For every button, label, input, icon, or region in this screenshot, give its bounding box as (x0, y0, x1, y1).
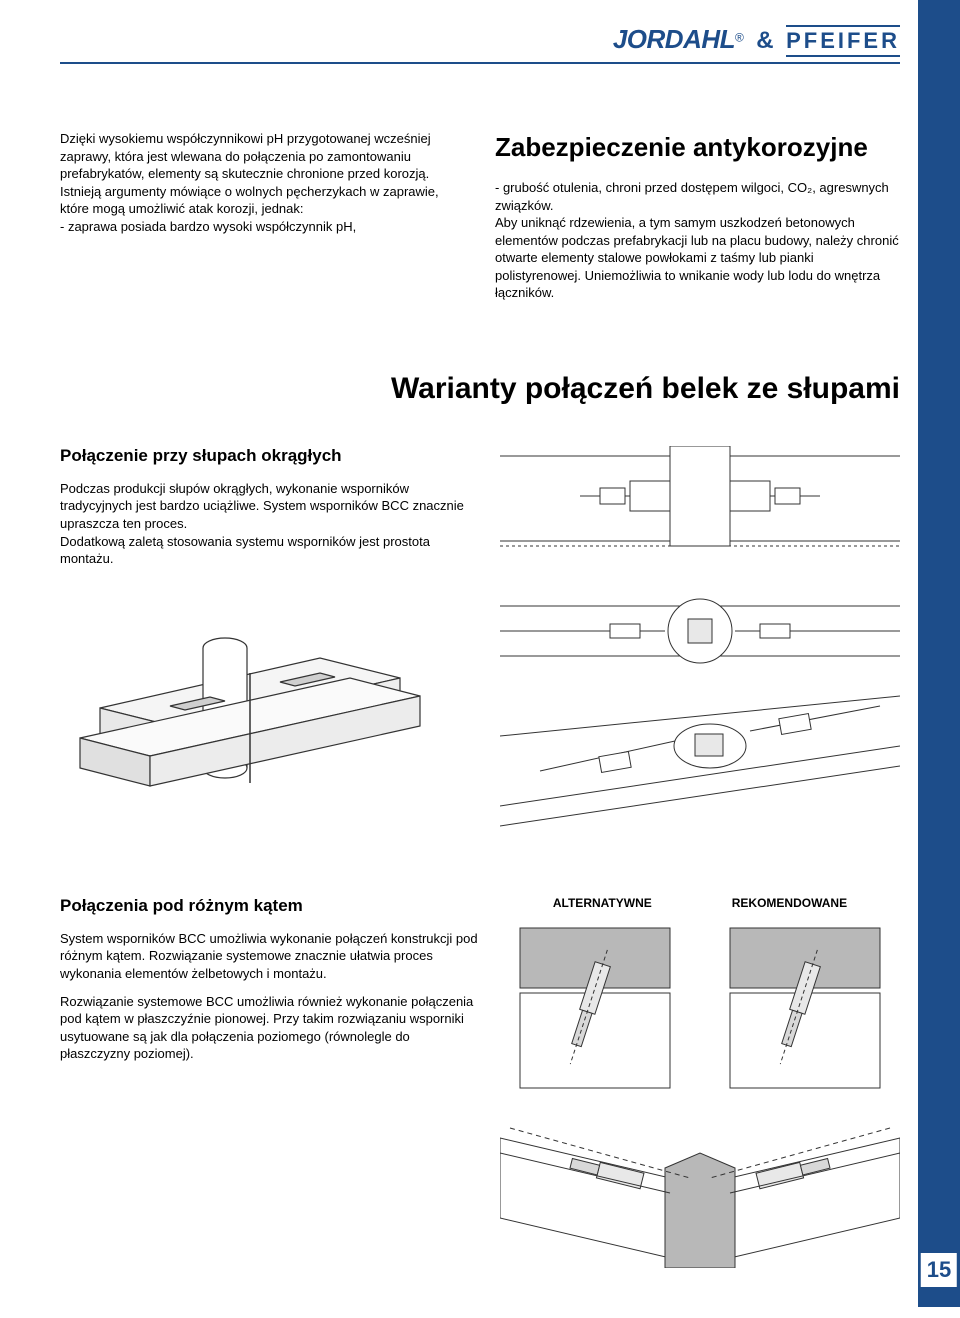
page-content: Dzięki wysokiemu współczynnikowi pH przy… (60, 130, 900, 1318)
section1-para: Podczas produkcji słupów okrągłych, wyko… (60, 480, 480, 568)
section2-para2: Rozwiązanie systemowe BCC umożliwia równ… (60, 993, 480, 1063)
brand-pfeifer: PFEIFER (786, 25, 900, 57)
diagram-labels: ALTERNATYWNE REKOMENDOWANE (500, 896, 900, 910)
angled-bottom-diagram (500, 1098, 900, 1268)
left-column: Dzięki wysokiemu współczynnikowi pH przy… (60, 130, 465, 302)
isometric-beam-diagram (60, 588, 440, 818)
top-columns: Dzięki wysokiemu współczynnikowi pH przy… (60, 130, 900, 302)
top-right-para: Aby uniknąć rdzewienia, a tym samym uszk… (495, 214, 900, 302)
round-column-perspective-diagram (500, 686, 900, 846)
page-number: 15 (921, 1253, 957, 1287)
section2-diagrams: ALTERNATYWNE REKOMENDOWANE (500, 896, 900, 1268)
round-column-top-diagram (500, 446, 900, 576)
label-alternative: ALTERNATYWNE (553, 896, 652, 910)
round-column-plan-diagram (500, 576, 900, 686)
right-sidebar: 15 (918, 0, 960, 1307)
section1-text: Połączenie przy słupach okrągłych Podcza… (60, 446, 480, 846)
angled-top-diagrams (500, 918, 900, 1098)
section1-diagrams (500, 446, 900, 846)
brand-jordahl: JORDAHL (613, 24, 735, 54)
top-right-bullet: - grubość otulenia, chroni przed dostępe… (495, 179, 900, 214)
page-header: JORDAHL® & PFEIFER (60, 24, 900, 64)
right-column: Zabezpieczenie antykorozyjne - grubość o… (495, 130, 900, 302)
section2-para1: System wsporników BCC umożliwia wykonani… (60, 930, 480, 983)
registered-mark: ® (735, 31, 744, 45)
anticorrosion-title: Zabezpieczenie antykorozyjne (495, 130, 900, 165)
label-recommended: REKOMENDOWANE (732, 896, 847, 910)
brand-ampersand: & (756, 27, 773, 54)
section2-title: Połączenia pod różnym kątem (60, 896, 480, 916)
section-angled: Połączenia pod różnym kątem System wspor… (60, 896, 900, 1268)
section1-title: Połączenie przy słupach okrągłych (60, 446, 480, 466)
top-left-bullet: - zaprawa posiada bardzo wysoki współczy… (60, 218, 465, 236)
main-heading: Warianty połączeń belek ze słupami (60, 372, 900, 406)
section-round-columns: Połączenie przy słupach okrągłych Podcza… (60, 446, 900, 846)
top-left-para: Dzięki wysokiemu współczynnikowi pH przy… (60, 130, 465, 218)
section2-text: Połączenia pod różnym kątem System wspor… (60, 896, 480, 1268)
